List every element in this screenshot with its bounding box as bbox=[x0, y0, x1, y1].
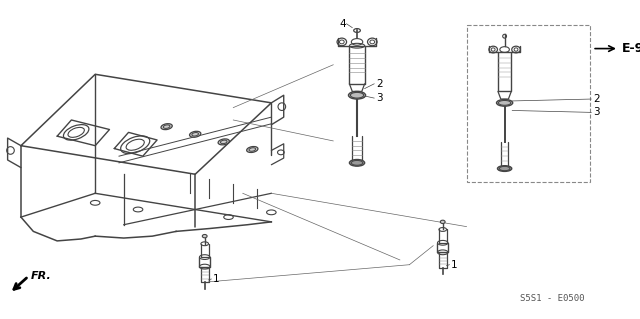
Text: 3: 3 bbox=[376, 93, 383, 103]
Text: 2: 2 bbox=[376, 79, 383, 89]
Ellipse shape bbox=[189, 131, 201, 137]
Ellipse shape bbox=[246, 146, 258, 152]
Ellipse shape bbox=[161, 124, 172, 130]
Ellipse shape bbox=[348, 92, 365, 99]
Text: 3: 3 bbox=[593, 108, 600, 117]
Text: FR.: FR. bbox=[31, 271, 51, 281]
Ellipse shape bbox=[218, 139, 229, 145]
Bar bbox=[467, 25, 590, 182]
Text: 2: 2 bbox=[593, 94, 600, 104]
Ellipse shape bbox=[202, 234, 207, 238]
Text: 4: 4 bbox=[339, 19, 346, 29]
Ellipse shape bbox=[349, 160, 365, 166]
Text: E-9: E-9 bbox=[621, 42, 640, 55]
Text: 1: 1 bbox=[212, 274, 219, 284]
Ellipse shape bbox=[497, 100, 513, 106]
Ellipse shape bbox=[440, 220, 445, 224]
Ellipse shape bbox=[497, 166, 512, 171]
Text: S5S1 - E0500: S5S1 - E0500 bbox=[520, 293, 584, 302]
Text: 1: 1 bbox=[451, 260, 457, 270]
